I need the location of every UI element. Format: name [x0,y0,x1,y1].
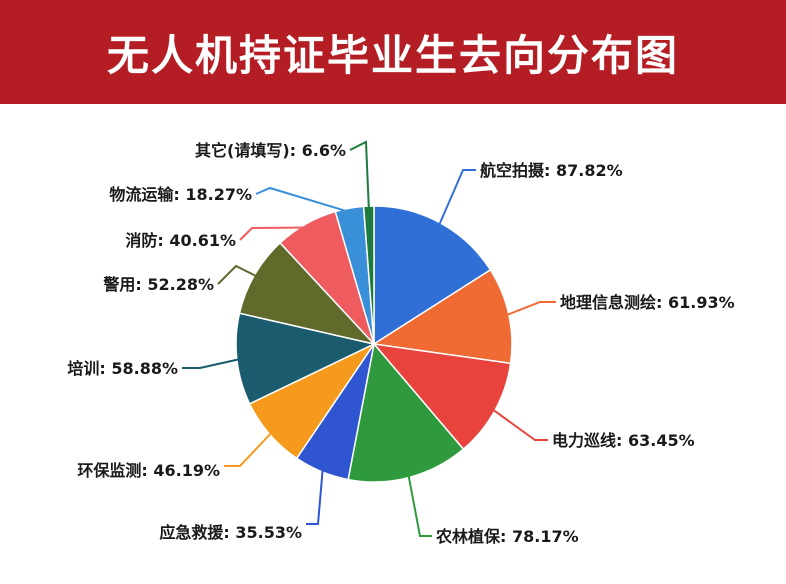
slice-label-4: 应急救援: 35.53% [159,523,302,542]
leader-line-9 [255,186,351,214]
chart-title: 无人机持证毕业生去向分布图 [106,30,679,80]
leader-line-10 [349,140,370,211]
slice-label-10: 其它(请填写): 6.6% [195,141,346,160]
slice-label-1: 地理信息测绘: 61.93% [560,293,735,312]
leader-line-6 [182,357,242,369]
pie-chart: 航空拍摄: 87.82% 地理信息测绘: 61.93% 电力巡线: 63.45% 农林… [67,140,735,546]
chart-panel: 航空拍摄: 87.82% 地理信息测绘: 61.93% 电力巡线: 63.45% 农林… [0,104,786,584]
slice-label-0: 航空拍摄: 87.82% [480,161,623,180]
slice-label-3: 农林植保: 78.17% [435,527,579,546]
leader-line-2 [490,407,548,441]
leader-line-3 [407,473,432,537]
slice-label-2: 电力巡线: 63.45% [552,431,695,450]
slice-label-7: 警用: 52.28% [102,275,214,294]
leader-line-5 [224,430,274,467]
leader-line-1 [504,301,556,317]
leader-line-4 [306,467,324,525]
slice-label-8: 消防: 40.61% [125,231,236,250]
title-banner: 无人机持证毕业生去向分布图 [0,0,786,104]
leader-line-8 [239,226,308,241]
slice-label-6: 培训: 58.88% [67,359,178,378]
leader-line-0 [437,169,476,227]
leader-line-7 [217,264,259,285]
slice-label-5: 环保监测: 46.19% [77,461,220,480]
slice-label-9: 物流运输: 18.27% [109,185,252,204]
